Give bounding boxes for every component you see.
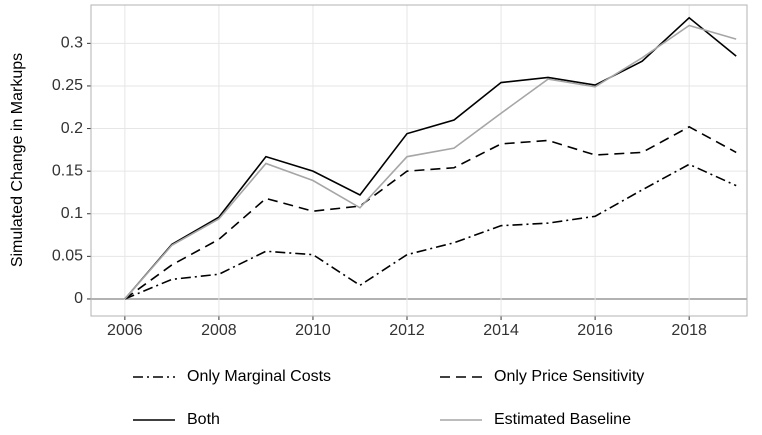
- series-line: [124, 24, 737, 300]
- y-axis-label: Simulated Change in Markups: [9, 53, 26, 267]
- series-line: [124, 163, 737, 300]
- y-tick-label: 0: [74, 290, 83, 307]
- x-tick-label: 2012: [389, 322, 425, 339]
- plot-border: [90, 4, 748, 317]
- x-tick-label: 2014: [483, 322, 519, 339]
- y-tick-label: 0.25: [52, 77, 83, 94]
- series-line: [124, 16, 737, 300]
- legend-label: Only Marginal Costs: [187, 368, 331, 385]
- y-tick-label: 0.05: [52, 248, 83, 265]
- x-tick-label: 2018: [671, 322, 707, 339]
- y-tick-label: 0.2: [61, 120, 83, 137]
- x-tick-label: 2006: [107, 322, 143, 339]
- legend-label: Only Price Sensitivity: [494, 368, 644, 385]
- series-line: [124, 125, 737, 300]
- x-tick-label: 2010: [295, 322, 331, 339]
- x-tick-label: 2008: [201, 322, 237, 339]
- x-tick-label: 2016: [577, 322, 613, 339]
- legend-label: Both: [187, 411, 220, 428]
- y-tick-label: 0.1: [61, 205, 83, 222]
- legend-label: Estimated Baseline: [494, 411, 631, 428]
- y-tick-label: 0.3: [61, 35, 83, 52]
- y-tick-label: 0.15: [52, 162, 83, 179]
